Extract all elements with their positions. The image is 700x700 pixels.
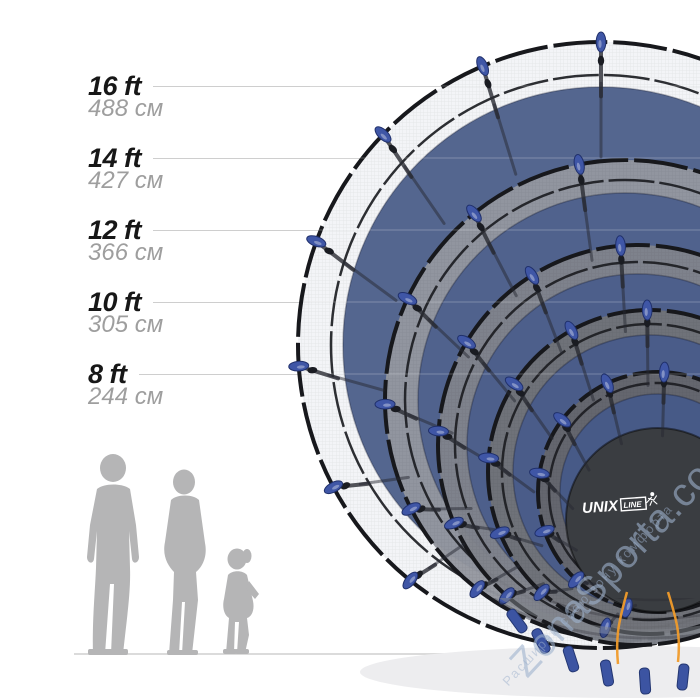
size-ft-label-12: 12 ft <box>88 214 142 245</box>
size-ft-label-8: 8 ft <box>88 358 127 389</box>
unix-line-logo: UNIX LINE <box>582 492 658 518</box>
human-scale-silhouettes <box>87 454 259 655</box>
size-cm-label-12: 366 см <box>88 239 164 266</box>
size-cm-label-16: 488 см <box>88 95 164 122</box>
logo-brand-text: UNIX <box>582 498 620 518</box>
size-ft-label-10: 10 ft <box>88 286 142 317</box>
silhouette-child <box>223 548 259 654</box>
net-poles-and-caps <box>288 31 670 638</box>
logo-sub-text: LINE <box>623 500 642 510</box>
frame-base <box>489 598 700 695</box>
size-cm-label-10: 305 см <box>88 311 164 338</box>
trampoline-feet <box>506 608 690 695</box>
jump-mat: UNIX LINE <box>565 427 700 613</box>
leader-line-overlays <box>310 85 700 375</box>
size-cm-label-14: 427 см <box>88 167 164 194</box>
floor-shadow <box>360 646 700 698</box>
silhouette-woman <box>164 469 206 655</box>
jumper-icon <box>646 492 658 506</box>
size-cm-label-8: 244 см <box>88 383 164 410</box>
silhouette-man <box>87 454 139 655</box>
logo-box <box>619 496 648 512</box>
orange-cords <box>615 591 681 665</box>
size-ft-label-14: 14 ft <box>88 142 142 173</box>
size-ft-label-16: 16 ft <box>88 70 142 101</box>
size-row-16ft: 16 ft <box>88 69 700 103</box>
ground-line <box>74 653 700 655</box>
leader-line-16 <box>153 85 700 87</box>
